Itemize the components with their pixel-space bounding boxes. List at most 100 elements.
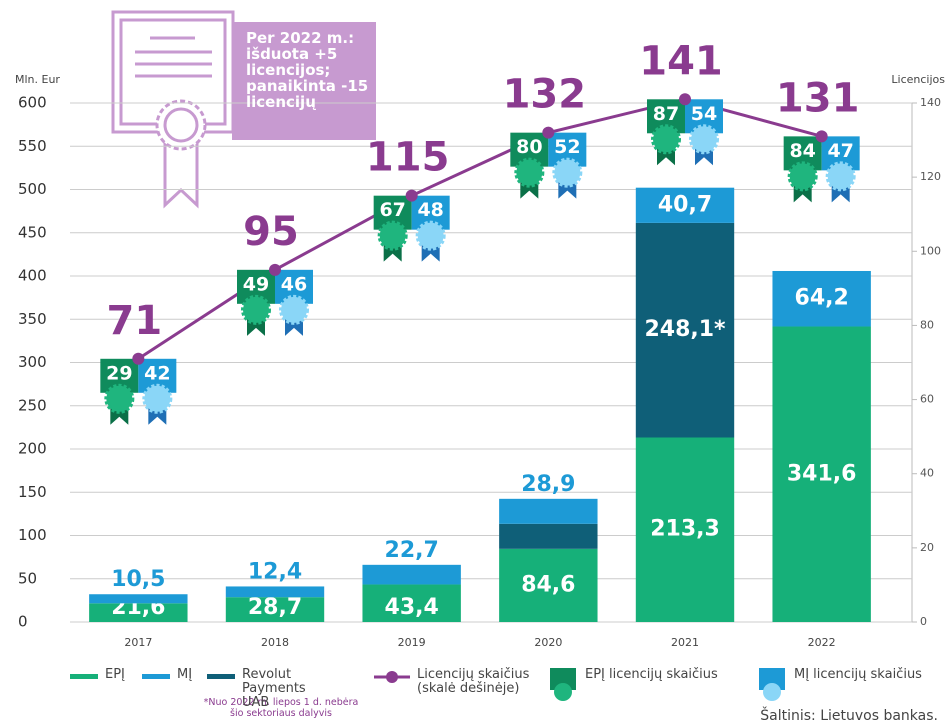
y2-tick-label: 120 [920, 170, 941, 183]
badge-label: 48 [417, 199, 443, 221]
legend-swatch-bar [207, 674, 235, 679]
bar-segment [499, 499, 597, 524]
badge-rosette [106, 386, 132, 412]
value-label: 22,7 [385, 538, 439, 563]
bar-segment [226, 586, 324, 597]
certificate-icon [113, 12, 233, 205]
line-point [679, 93, 691, 105]
y-tick-label: 0 [18, 613, 28, 631]
y-tick-label: 200 [18, 440, 47, 458]
legend-label: EPĮ licencijų skaičius [585, 668, 718, 682]
line-point [542, 127, 554, 139]
legend-swatch-rosette [763, 683, 781, 701]
legend-swatch [142, 668, 170, 682]
y2-tick-label: 80 [920, 318, 934, 331]
x-tick-label: 2019 [398, 636, 426, 649]
legend-label: EPĮ [105, 668, 125, 682]
legend-label: MĮ licencijų skaičius [794, 668, 922, 682]
y2-tick-label: 40 [920, 467, 934, 480]
badge-label: 46 [281, 273, 307, 295]
chart: Mln. Eur Licencijos 05010015020025030035… [0, 0, 950, 728]
badge-label: 67 [379, 199, 405, 221]
source: Šaltinis: Lietuvos bankas. [760, 708, 938, 724]
bar-segment [89, 594, 187, 603]
legend-swatch [757, 668, 787, 702]
annotation: Per 2022 m.: išduota +5 licencijos; pana… [246, 30, 371, 110]
line-point [132, 353, 144, 365]
legend-label: MĮ [177, 668, 192, 682]
y2-tick-label: 0 [920, 615, 927, 628]
legend-item: EPĮ licencijų skaičius [548, 668, 718, 702]
x-tick-label: 2017 [124, 636, 152, 649]
legend-swatch-bar [142, 674, 170, 679]
legend-item: EPĮ [70, 668, 125, 682]
y-axis-label: Mln. Eur [15, 73, 60, 86]
line-label: 132 [503, 72, 587, 118]
y-tick-label: 150 [18, 483, 47, 501]
bar-segment [362, 565, 460, 585]
badge-label: 87 [653, 103, 679, 125]
legend-label: Revolut Payments UAB [242, 668, 332, 710]
line-label: 95 [243, 209, 299, 255]
legend-swatch [207, 668, 235, 682]
y-tick-label: 250 [18, 396, 47, 414]
y-tick-label: 50 [18, 569, 37, 587]
badge-rosette [790, 163, 816, 189]
legend-swatch [548, 668, 578, 702]
badge-rosette [554, 160, 580, 186]
y2-tick-label: 20 [920, 541, 934, 554]
legend-label: Licencijų skaičius (skalė dešinėje) [417, 668, 542, 696]
y-tick-label: 350 [18, 310, 47, 328]
badge-label: 47 [827, 140, 853, 162]
badge-rosette [828, 163, 854, 189]
value-label: 10,5 [111, 567, 165, 592]
badge-label: 29 [106, 362, 132, 384]
line-label: 131 [776, 75, 860, 121]
line-point [406, 190, 418, 202]
x-tick-label: 2018 [261, 636, 289, 649]
badge-label: 49 [243, 273, 269, 295]
value-label: 84,6 [521, 572, 575, 597]
legend-item: MĮ [142, 668, 192, 682]
badge-rosette [653, 126, 679, 152]
y-tick-label: 600 [18, 94, 47, 112]
line-label: 115 [366, 135, 450, 181]
y-tick-label: 400 [18, 267, 47, 285]
legend-swatch-bar [70, 674, 98, 679]
x-tick-label: 2022 [808, 636, 836, 649]
legend-swatch-rosette [554, 683, 572, 701]
legend-item: MĮ licencijų skaičius [757, 668, 922, 702]
y-tick-label: 550 [18, 137, 47, 155]
badge-rosette [516, 160, 542, 186]
badge-label: 52 [554, 136, 580, 158]
line-point [269, 264, 281, 276]
badge-rosette [243, 297, 269, 323]
badge-rosette [418, 223, 444, 249]
x-tick-label: 2021 [671, 636, 699, 649]
value-label: 248,1* [644, 317, 726, 342]
value-label: 341,6 [787, 461, 857, 486]
page: Mln. Eur Licencijos 05010015020025030035… [0, 0, 950, 728]
y2-tick-label: 140 [920, 96, 941, 109]
badge-label: 84 [789, 140, 815, 162]
value-label: 28,7 [248, 595, 302, 620]
bar-segment [499, 524, 597, 549]
legend-item: Licencijų skaičius (skalė dešinėje) [374, 668, 542, 696]
legend-swatch [70, 668, 98, 682]
badge-label: 54 [691, 103, 717, 125]
legend-swatch [374, 668, 410, 684]
badge-rosette [380, 223, 406, 249]
value-label: 40,7 [658, 192, 712, 217]
value-label: 43,4 [385, 595, 439, 620]
line-label: 141 [639, 38, 723, 84]
value-label: 28,9 [521, 472, 575, 497]
value-label: 64,2 [795, 286, 849, 311]
y-tick-label: 450 [18, 223, 47, 241]
badge-label: 42 [144, 362, 170, 384]
y2-tick-label: 60 [920, 393, 934, 406]
value-label: 12,4 [248, 559, 302, 584]
line-label: 71 [106, 298, 162, 344]
badge-rosette [691, 126, 717, 152]
x-tick-label: 2020 [534, 636, 562, 649]
badge-label: 80 [516, 136, 542, 158]
